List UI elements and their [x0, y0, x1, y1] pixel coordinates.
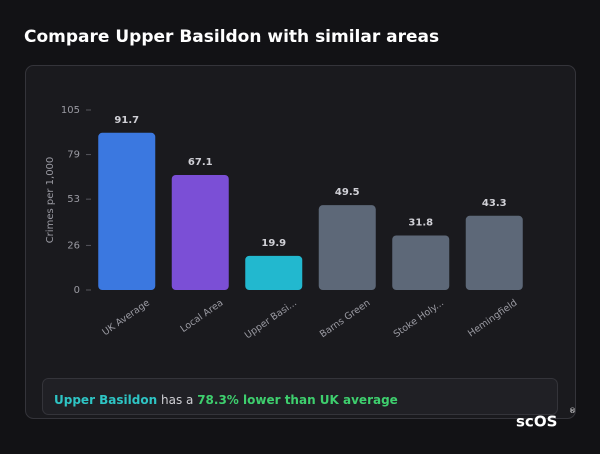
- bar: [245, 255, 303, 290]
- bar: [465, 215, 523, 290]
- page-title: Compare Upper Basildon with similar area…: [24, 27, 439, 47]
- logo: scOS: [516, 413, 557, 431]
- y-tick-label: 79: [67, 150, 80, 161]
- summary: Upper Basildon has a 78.3% lower than UK…: [54, 393, 398, 407]
- value-label: 31.8: [408, 217, 433, 228]
- summary-area: Upper Basildon: [54, 393, 157, 407]
- y-tick-label: 53: [67, 194, 80, 205]
- value-label: 19.9: [261, 238, 286, 249]
- y-tick-label: 26: [67, 240, 80, 251]
- summary-box: [42, 378, 558, 415]
- y-tick-label: 0: [74, 285, 80, 296]
- value-label: 43.3: [482, 198, 507, 209]
- value-label: 49.5: [335, 187, 360, 198]
- logo-mark: ®: [569, 407, 576, 415]
- value-label: 67.1: [188, 157, 213, 168]
- bar: [318, 205, 376, 290]
- bar: [171, 174, 229, 290]
- summary-highlight: 78.3% lower than UK average: [197, 393, 398, 407]
- card: [25, 65, 576, 419]
- bar: [392, 235, 450, 290]
- value-label: 91.7: [114, 115, 139, 126]
- y-tick-label: 105: [61, 105, 80, 116]
- summary-text: has a: [161, 393, 193, 407]
- y-axis-label: Crimes per 1,000: [45, 157, 56, 244]
- bar: [98, 132, 156, 290]
